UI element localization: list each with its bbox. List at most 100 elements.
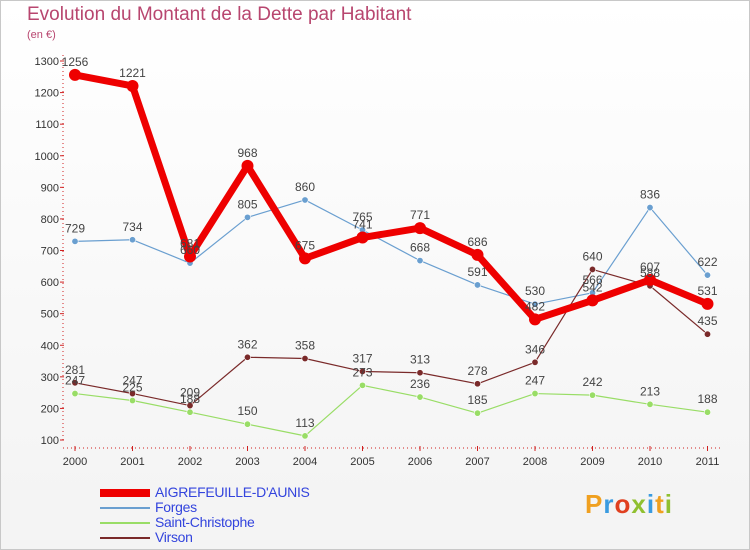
data-label: 242 [582,375,602,389]
data-point [241,159,254,172]
data-label: 1221 [119,66,146,80]
data-label: 622 [697,255,717,269]
data-point [473,380,481,388]
legend-label: Saint-Christophe [155,514,255,530]
data-label: 681 [180,237,200,251]
logo-letter: i [664,489,673,519]
data-point [473,281,481,289]
data-point [301,432,309,440]
data-label: 530 [525,284,545,298]
x-tick-label: 2005 [350,456,374,468]
data-point [586,294,599,307]
y-tick-label: 300 [41,372,59,384]
series-line [74,384,709,437]
data-point [71,237,79,245]
data-point [588,265,596,273]
data-label: 188 [697,392,717,406]
data-label: 225 [122,381,142,395]
data-point [244,420,252,428]
data-point [416,393,424,401]
y-tick-label: 200 [41,403,59,415]
data-label: 765 [352,210,372,224]
y-tick-label: 1000 [35,151,59,163]
x-tick-label: 2010 [638,456,662,468]
data-label: 591 [467,265,487,279]
data-label: 247 [65,374,85,388]
y-tick-label: 600 [41,277,59,289]
data-label: 836 [640,188,660,202]
data-point [703,408,711,416]
data-label: 660 [180,243,200,257]
chart-axes: 1002003004005006007008009001000110012001… [35,55,722,468]
data-point [644,273,656,286]
data-point [358,381,366,389]
data-point [529,313,541,326]
data-label: 435 [697,314,717,328]
data-label: 482 [525,299,545,313]
data-label: 236 [410,377,430,391]
data-point [703,271,711,279]
x-tick-label: 2003 [235,456,259,468]
data-label: 313 [410,353,430,367]
y-tick-label: 1100 [35,119,59,131]
data-point [414,222,426,235]
y-tick-label: 100 [41,435,59,447]
logo-letter: x [631,489,647,519]
y-tick-label: 400 [41,340,59,352]
y-tick-label: 500 [41,309,59,321]
data-label: 362 [237,337,257,351]
legend-label: Virson [155,529,193,545]
legend-swatch [100,489,150,497]
legend-swatch [100,522,150,524]
data-label: 188 [180,392,200,406]
data-point [299,252,311,265]
data-point [588,391,596,399]
x-tick-label: 2006 [408,456,432,468]
data-point [129,236,137,244]
data-point [701,297,714,310]
chart-data-labels: 1256 1221 681 968 675 741 771 686 482 542 607 531 72… [62,55,718,430]
data-point [471,248,484,261]
data-label: 686 [467,235,487,249]
x-tick-label: 2004 [293,456,317,468]
data-label: 805 [237,197,257,211]
data-point [703,330,711,338]
data-point [646,204,654,212]
data-point [69,68,81,81]
data-point [184,250,196,263]
legend-swatch [100,537,150,539]
logo-letter: o [614,489,632,519]
data-point [71,390,79,398]
data-label: 185 [467,393,487,407]
x-tick-label: 2002 [178,456,202,468]
data-label: 675 [295,238,315,252]
data-label: 317 [352,351,372,365]
data-label: 968 [237,146,257,160]
data-label: 209 [180,386,200,400]
chart-subtitle: (en €) [27,29,56,41]
data-point [244,353,252,361]
data-label: 588 [640,266,660,280]
data-point [129,397,137,405]
data-label: 247 [122,374,142,388]
x-tick-label: 2007 [465,456,489,468]
data-point [301,355,309,363]
legend-label: Forges [155,499,197,515]
chart-series [71,71,711,437]
chart-title: Evolution du Montant de la Dette par Hab… [27,4,412,25]
series-line [71,71,711,323]
y-tick-label: 1200 [35,88,59,100]
logo-letter: t [655,489,665,519]
data-label: 1256 [62,55,89,69]
data-point [186,408,194,416]
data-label: 542 [582,280,602,294]
data-point [646,400,654,408]
y-tick-label: 1300 [35,56,59,68]
data-label: 566 [582,273,602,287]
data-label: 358 [295,339,315,353]
data-point [416,369,424,377]
proxiti-logo: Proxiti [585,489,673,520]
data-label: 729 [65,221,85,235]
x-tick-label: 2000 [63,456,87,468]
